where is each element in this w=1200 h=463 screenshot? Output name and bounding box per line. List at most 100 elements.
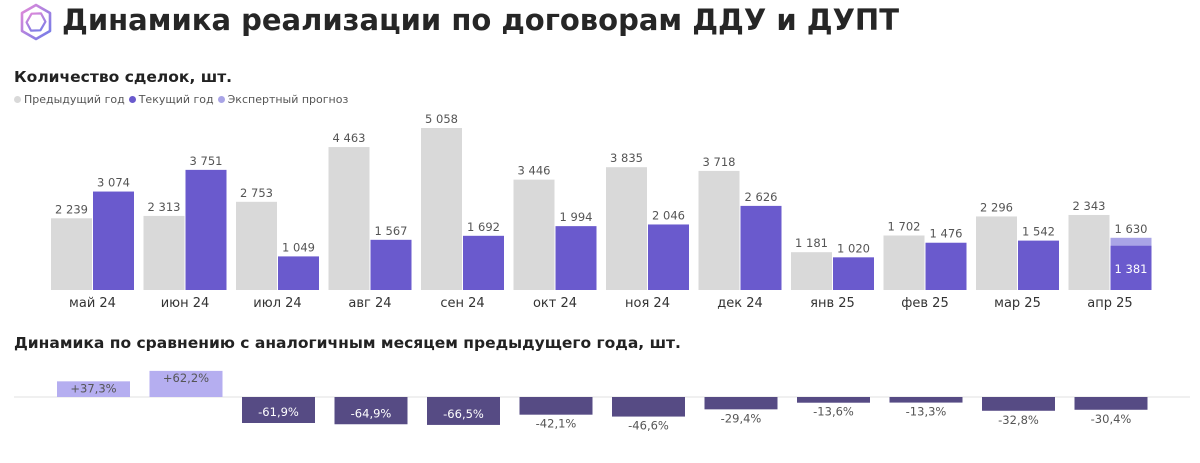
change-label-3: -64,9% bbox=[351, 406, 392, 420]
legend-item-forecast: Экспертный прогноз bbox=[217, 93, 349, 106]
value-label-previous-6: 3 835 bbox=[610, 151, 643, 165]
change-chart-title: Динамика по сравнению с аналогичным меся… bbox=[14, 334, 681, 352]
legend-label-forecast: Экспертный прогноз bbox=[227, 93, 349, 106]
value-label-current-9: 1 476 bbox=[930, 227, 963, 241]
x-tick-label-10: мар 25 bbox=[994, 296, 1041, 311]
value-label-previous-0: 2 239 bbox=[55, 202, 88, 216]
page-title: Динамика реализации по договорам ДДУ и Д… bbox=[62, 3, 899, 37]
value-label-previous-10: 2 296 bbox=[980, 200, 1013, 214]
legend-dot-current bbox=[128, 96, 136, 103]
value-label-previous-9: 1 702 bbox=[888, 219, 921, 233]
change-label-7: -29,4% bbox=[721, 411, 762, 425]
bar-previous-7 bbox=[698, 170, 740, 290]
bar-previous-11 bbox=[1068, 214, 1110, 290]
x-tick-label-2: июл 24 bbox=[253, 296, 301, 311]
bar-previous-1 bbox=[143, 215, 185, 290]
bar-previous-0 bbox=[51, 218, 92, 290]
change-bar-1 bbox=[149, 370, 223, 397]
bar-previous-5 bbox=[513, 179, 555, 290]
value-label-current-6: 2 046 bbox=[652, 208, 685, 222]
x-tick-label-11: апр 25 bbox=[1087, 296, 1132, 311]
x-tick-label-0: май 24 bbox=[69, 296, 116, 311]
change-label-1: +62,2% bbox=[163, 371, 209, 385]
change-bar-4 bbox=[427, 397, 500, 425]
chart-legend: Предыдущий год Текущий год Экспертный пр… bbox=[14, 93, 348, 106]
change-bar-9 bbox=[889, 397, 963, 403]
legend-label-previous: Предыдущий год bbox=[24, 93, 125, 106]
bar-previous-2 bbox=[236, 201, 277, 290]
change-label-9: -13,3% bbox=[906, 405, 947, 419]
x-tick-label-4: сен 24 bbox=[440, 296, 484, 311]
x-tick-label-9: фев 25 bbox=[901, 296, 948, 311]
bar-current-11 bbox=[1110, 245, 1152, 290]
change-label-2: -61,9% bbox=[258, 405, 299, 419]
legend-item-previous: Предыдущий год bbox=[14, 93, 125, 106]
change-bar-2 bbox=[242, 397, 315, 423]
value-label-current-8: 1 020 bbox=[837, 241, 870, 255]
value-label-current-3: 1 567 bbox=[375, 224, 408, 238]
value-label-current-7: 2 626 bbox=[745, 190, 778, 204]
value-label-current-2: 1 049 bbox=[282, 240, 315, 254]
change-label-6: -46,6% bbox=[628, 419, 669, 433]
value-label-current-1: 3 751 bbox=[190, 154, 223, 168]
value-label-current-0: 3 074 bbox=[97, 176, 130, 190]
bar-current-1 bbox=[185, 169, 227, 290]
change-label-5: -42,1% bbox=[536, 417, 577, 431]
value-label-previous-11: 2 343 bbox=[1073, 199, 1106, 213]
value-label-current-5: 1 994 bbox=[560, 210, 593, 224]
bar-current-3 bbox=[370, 239, 412, 290]
x-tick-label-5: окт 24 bbox=[533, 296, 577, 311]
x-tick-label-8: янв 25 bbox=[810, 296, 855, 311]
value-label-previous-2: 2 753 bbox=[240, 186, 273, 200]
value-label-previous-7: 3 718 bbox=[703, 155, 736, 169]
bar-current-2 bbox=[278, 256, 319, 290]
change-bar-0 bbox=[57, 381, 130, 397]
bar-previous-10 bbox=[976, 216, 1017, 290]
change-bar-7 bbox=[704, 397, 778, 410]
value-label-previous-8: 1 181 bbox=[795, 236, 828, 250]
bar-previous-8 bbox=[791, 252, 832, 290]
legend-item-current: Текущий год bbox=[128, 93, 214, 106]
bar-previous-9 bbox=[883, 235, 925, 290]
hexagon-logo-icon bbox=[20, 3, 52, 41]
value-label-previous-4: 5 058 bbox=[425, 112, 458, 126]
x-tick-label-6: ноя 24 bbox=[625, 296, 670, 311]
bar-current-7 bbox=[740, 205, 782, 290]
bar-chart-title: Количество сделок, шт. bbox=[14, 68, 233, 86]
legend-dot-previous bbox=[14, 96, 21, 103]
change-label-4: -66,5% bbox=[443, 407, 484, 421]
value-label-previous-5: 3 446 bbox=[518, 164, 551, 178]
value-label-current-10: 1 542 bbox=[1022, 225, 1055, 239]
legend-dot-forecast bbox=[217, 96, 225, 103]
bar-previous-3 bbox=[328, 147, 370, 290]
x-tick-label-7: дек 24 bbox=[717, 296, 763, 311]
change-label-10: -32,8% bbox=[998, 413, 1039, 427]
bar-current-8 bbox=[833, 257, 874, 290]
bar-current-10 bbox=[1018, 240, 1059, 290]
bar-current-4 bbox=[463, 235, 504, 290]
bar-previous-6 bbox=[606, 167, 647, 290]
change-bar-6 bbox=[612, 397, 685, 417]
change-bar-8 bbox=[797, 397, 870, 403]
change-bar-11 bbox=[1074, 397, 1148, 410]
change-bar-5 bbox=[519, 397, 593, 415]
value-label-current-11: 1 381 bbox=[1115, 262, 1148, 276]
x-tick-label-1: июн 24 bbox=[161, 296, 210, 311]
bar-current-0 bbox=[93, 191, 134, 290]
legend-label-current: Текущий год bbox=[138, 93, 214, 106]
bar-previous-4 bbox=[421, 128, 462, 290]
change-bar-3 bbox=[334, 397, 408, 425]
value-label-forecast-11: 1 630 bbox=[1115, 222, 1148, 236]
bar-current-9 bbox=[925, 242, 967, 290]
change-label-8: -13,6% bbox=[813, 405, 854, 419]
change-bar-10 bbox=[982, 397, 1055, 411]
bar-current-5 bbox=[555, 226, 597, 290]
x-tick-label-3: авг 24 bbox=[348, 296, 391, 311]
bar-current-6 bbox=[648, 224, 689, 290]
value-label-previous-3: 4 463 bbox=[333, 131, 366, 145]
value-label-current-4: 1 692 bbox=[467, 220, 500, 234]
value-label-previous-1: 2 313 bbox=[148, 200, 181, 214]
change-label-0: +37,3% bbox=[70, 381, 116, 395]
change-label-11: -30,4% bbox=[1091, 412, 1132, 426]
